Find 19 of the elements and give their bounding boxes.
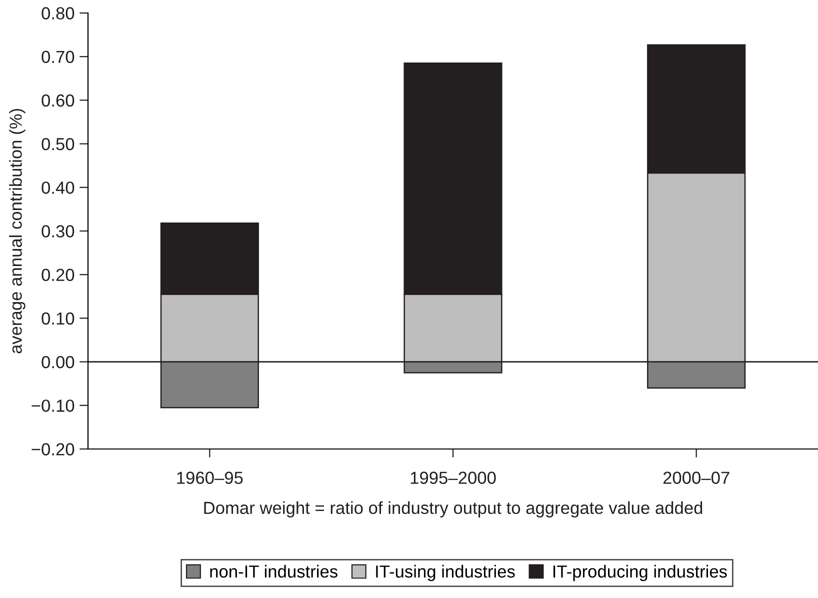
y-tick-label: 0.20 xyxy=(42,268,74,282)
x-axis-title: Domar weight = ratio of industry output to aggregate value added xyxy=(204,501,702,518)
y-axis-title: average annual contribution (%) xyxy=(9,109,26,354)
y-tick-label: −0.20 xyxy=(32,443,74,456)
x-tick-label: 1960–95 xyxy=(177,472,243,484)
x-tick-label: 1995–2000 xyxy=(410,472,496,484)
legend-label: non-IT industries xyxy=(210,564,338,578)
y-tick-label: 0.00 xyxy=(42,356,74,368)
y-tick-label: 0.70 xyxy=(42,50,74,64)
y-tick-label: −0.10 xyxy=(32,400,74,412)
y-tick-label: 0.60 xyxy=(42,94,74,107)
legend-label: IT-producing industries xyxy=(553,564,727,582)
y-tick-label: 0.30 xyxy=(42,225,74,238)
y-tick-label: 0.50 xyxy=(42,138,74,150)
y-tick-label: 0.40 xyxy=(42,182,74,194)
y-tick-label: 0.10 xyxy=(42,312,74,325)
legend-label: IT-using industries xyxy=(376,564,515,582)
x-tick-label: 2000–07 xyxy=(663,472,730,484)
y-tick-label: 0.80 xyxy=(42,7,74,20)
